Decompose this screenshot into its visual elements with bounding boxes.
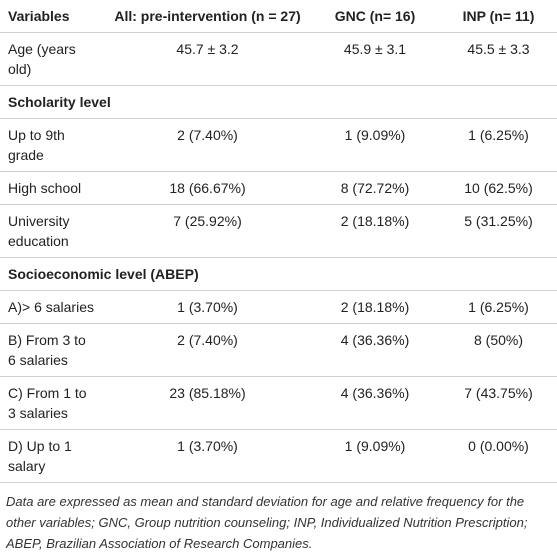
section-row: Socioeconomic level (ABEP) [0, 257, 557, 291]
data-row: D) Up to 1 salary 1 (3.70%) 1 (9.09%) 0 (0.… [0, 429, 557, 483]
cell: 1 (6.25%) [440, 118, 557, 172]
section-cell: Scholarity level [0, 85, 557, 119]
cell: 45.9 ± 3.1 [310, 32, 440, 86]
section-cell: Socioeconomic level (ABEP) [0, 257, 557, 291]
cell: 8 (50%) [440, 323, 557, 377]
header-cell: All: pre-intervention (n = 27) [105, 0, 310, 33]
cell: 1 (3.70%) [105, 429, 310, 483]
cell: University education [0, 204, 105, 258]
cell: 1 (6.25%) [440, 290, 557, 324]
cell: 0 (0.00%) [440, 429, 557, 483]
cell: 7 (25.92%) [105, 204, 310, 258]
cell: 45.5 ± 3.3 [440, 32, 557, 86]
cell: 4 (36.36%) [310, 323, 440, 377]
data-row: C) From 1 to 3 salaries 23 (85.18%) 4 (36.… [0, 376, 557, 430]
header-row: Variables All: pre-intervention (n = 27) G… [0, 0, 557, 33]
data-row: A)> 6 salaries 1 (3.70%) 2 (18.18%) 1 (6.25… [0, 290, 557, 324]
header-cell: GNC (n= 16) [310, 0, 440, 33]
section-row: Scholarity level [0, 85, 557, 119]
cell: 8 (72.72%) [310, 171, 440, 205]
cell: Up to 9th grade [0, 118, 105, 172]
data-row: B) From 3 to 6 salaries 2 (7.40%) 4 (36.36… [0, 323, 557, 377]
table-body: Age (years old) 45.7 ± 3.2 45.9 ± 3.1 45.5 … [0, 32, 557, 483]
cell: C) From 1 to 3 salaries [0, 376, 105, 430]
data-row: University education 7 (25.92%) 2 (18.18%)… [0, 204, 557, 258]
header-cell: Variables [0, 0, 105, 33]
data-row: Up to 9th grade 2 (7.40%) 1 (9.09%) 1 (6.25… [0, 118, 557, 172]
cell: 4 (36.36%) [310, 376, 440, 430]
cell: D) Up to 1 salary [0, 429, 105, 483]
cell: 10 (62.5%) [440, 171, 557, 205]
cell: 2 (18.18%) [310, 204, 440, 258]
cell: 2 (7.40%) [105, 118, 310, 172]
data-row: High school 18 (66.67%) 8 (72.72%) 10 (62.5… [0, 171, 557, 205]
cell: B) From 3 to 6 salaries [0, 323, 105, 377]
cell: 45.7 ± 3.2 [105, 32, 310, 86]
cell: 2 (18.18%) [310, 290, 440, 324]
data-row: Age (years old) 45.7 ± 3.2 45.9 ± 3.1 45.5 … [0, 32, 557, 86]
cell: 23 (85.18%) [105, 376, 310, 430]
footnote: Data are expressed as mean and standard … [6, 494, 528, 551]
cell: High school [0, 171, 105, 205]
cell: 2 (7.40%) [105, 323, 310, 377]
cell: Age (years old) [0, 32, 105, 86]
cell: A)> 6 salaries [0, 290, 105, 324]
cell: 1 (9.09%) [310, 118, 440, 172]
cell: 7 (43.75%) [440, 376, 557, 430]
data-table: Variables All: pre-intervention (n = 27) G… [0, 0, 557, 483]
header-cell: INP (n= 11) [440, 0, 557, 33]
cell: 18 (66.67%) [105, 171, 310, 205]
cell: 5 (31.25%) [440, 204, 557, 258]
cell: 1 (9.09%) [310, 429, 440, 483]
cell: 1 (3.70%) [105, 290, 310, 324]
